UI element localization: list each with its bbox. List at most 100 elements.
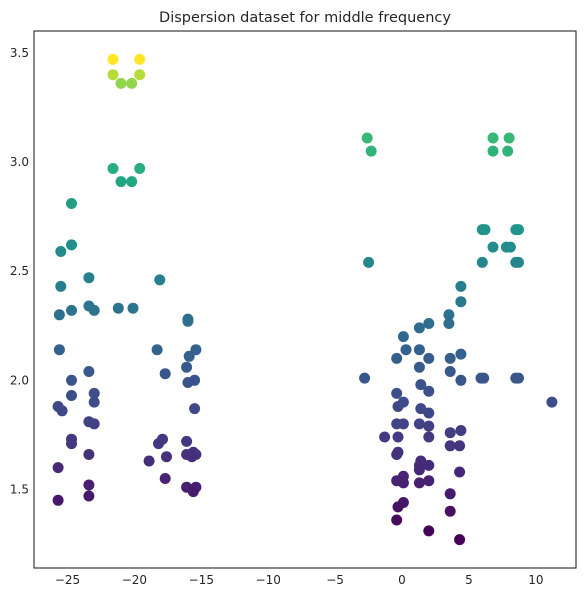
scatter-point-106 xyxy=(415,403,427,415)
scatter-point-62 xyxy=(361,132,373,144)
scatter-point-107 xyxy=(423,407,435,419)
scatter-point-87 xyxy=(400,344,412,356)
scatter-point-100 xyxy=(415,379,427,391)
scatter-point-9 xyxy=(126,176,138,188)
scatter-point-44 xyxy=(66,438,77,450)
scatter-point-33 xyxy=(182,377,194,388)
scatter-point-136 xyxy=(423,525,435,537)
scatter-point-51 xyxy=(161,451,172,463)
scatter-point-30 xyxy=(159,368,171,380)
scatter-point-89 xyxy=(444,352,456,364)
x-tick-label: −25 xyxy=(55,573,80,587)
scatter-point-103 xyxy=(546,396,558,408)
scatter-point-137 xyxy=(454,534,466,546)
scatter-point-78 xyxy=(513,256,524,268)
plot-frame xyxy=(33,30,577,569)
scatter-point-41 xyxy=(88,418,100,430)
scatter-point-0 xyxy=(107,53,119,65)
scatter-point-53 xyxy=(143,455,155,467)
scatter-point-86 xyxy=(391,352,403,364)
scatter-point-19 xyxy=(66,304,77,316)
scatter-point-38 xyxy=(56,405,68,417)
scatter-point-61 xyxy=(52,494,64,506)
y-tick-label: 2.5 xyxy=(10,264,29,278)
scatter-point-94 xyxy=(359,372,371,384)
x-axis: −25 −20 −15 −10 −5 0 5 10 xyxy=(55,573,544,587)
x-tick-label: 10 xyxy=(528,573,543,587)
x-tick-label: 0 xyxy=(398,573,406,587)
scatter-point-75 xyxy=(363,256,375,268)
scatter-point-63 xyxy=(365,145,377,157)
scatter-point-55 xyxy=(159,473,171,484)
scatter-point-27 xyxy=(183,350,195,362)
scatter-point-67 xyxy=(502,145,514,157)
scatter-point-13 xyxy=(83,272,95,284)
scatter-point-3 xyxy=(134,69,146,81)
scatter-point-36 xyxy=(88,396,100,408)
x-tick-label: −15 xyxy=(189,573,214,587)
scatter-point-105 xyxy=(397,396,409,408)
scatter-point-116 xyxy=(423,431,435,443)
scatter-point-101 xyxy=(423,385,435,397)
scatter-point-83 xyxy=(413,322,425,334)
scatter-point-21 xyxy=(53,309,65,321)
scatter-point-56 xyxy=(83,479,95,491)
scatter-point-14 xyxy=(154,274,166,286)
scatter-point-10 xyxy=(66,198,77,209)
scatter-point-131 xyxy=(444,488,456,500)
scatter-point-102 xyxy=(391,387,403,399)
scatter-point-12 xyxy=(55,246,67,257)
scatter-point-23 xyxy=(182,315,194,327)
scatter-point-54 xyxy=(52,462,64,474)
scatter-point-118 xyxy=(444,440,456,452)
scatter-point-84 xyxy=(443,318,455,329)
scatter-point-114 xyxy=(379,431,391,443)
y-tick-label: 3.0 xyxy=(10,155,29,169)
scatter-point-65 xyxy=(503,132,515,144)
scatter-point-74 xyxy=(504,241,516,253)
scatter-point-92 xyxy=(413,361,425,373)
scatter-point-134 xyxy=(444,505,456,517)
scatter-point-120 xyxy=(391,449,403,460)
y-tick-label: 1.5 xyxy=(10,482,29,496)
scatter-point-52 xyxy=(186,451,198,463)
scatter-point-45 xyxy=(181,435,193,447)
scatter-point-60 xyxy=(83,490,95,502)
scatter-point-79 xyxy=(455,280,467,292)
scatter-point-129 xyxy=(413,477,425,489)
scatter-point-25 xyxy=(151,344,163,356)
scatter-point-97 xyxy=(478,372,490,384)
scatter-point-20 xyxy=(88,304,100,316)
scatter-point-26 xyxy=(190,344,202,356)
scatter-point-99 xyxy=(513,372,524,384)
scatter-point-125 xyxy=(454,466,466,478)
scatter-point-90 xyxy=(423,352,435,364)
scatter-point-6 xyxy=(107,163,119,174)
scatter-point-93 xyxy=(444,366,456,377)
points-layer xyxy=(52,53,558,546)
chart-title: Dispersion dataset for middle frequency xyxy=(159,10,451,26)
scatter-point-17 xyxy=(112,302,124,314)
scatter-point-24 xyxy=(53,344,65,356)
scatter-point-7 xyxy=(134,163,146,174)
scatter-point-64 xyxy=(487,132,499,144)
scatter-point-35 xyxy=(66,390,77,401)
scatter-point-29 xyxy=(83,366,95,377)
scatter-point-46 xyxy=(153,438,164,450)
scatter-point-34 xyxy=(88,387,100,399)
scatter-point-28 xyxy=(181,361,193,373)
scatter-point-135 xyxy=(391,514,403,526)
x-tick-label: −20 xyxy=(122,573,147,587)
scatter-point-128 xyxy=(397,477,409,489)
scatter-point-112 xyxy=(455,425,467,436)
scatter-point-117 xyxy=(454,440,466,452)
scatter-point-69 xyxy=(479,224,491,236)
scatter-point-15 xyxy=(55,280,67,292)
scatter-point-85 xyxy=(397,331,409,343)
scatter-point-130 xyxy=(423,475,435,487)
y-tick-label: 3.5 xyxy=(10,46,29,60)
scatter-point-31 xyxy=(66,374,77,386)
scatter-point-59 xyxy=(187,486,199,498)
